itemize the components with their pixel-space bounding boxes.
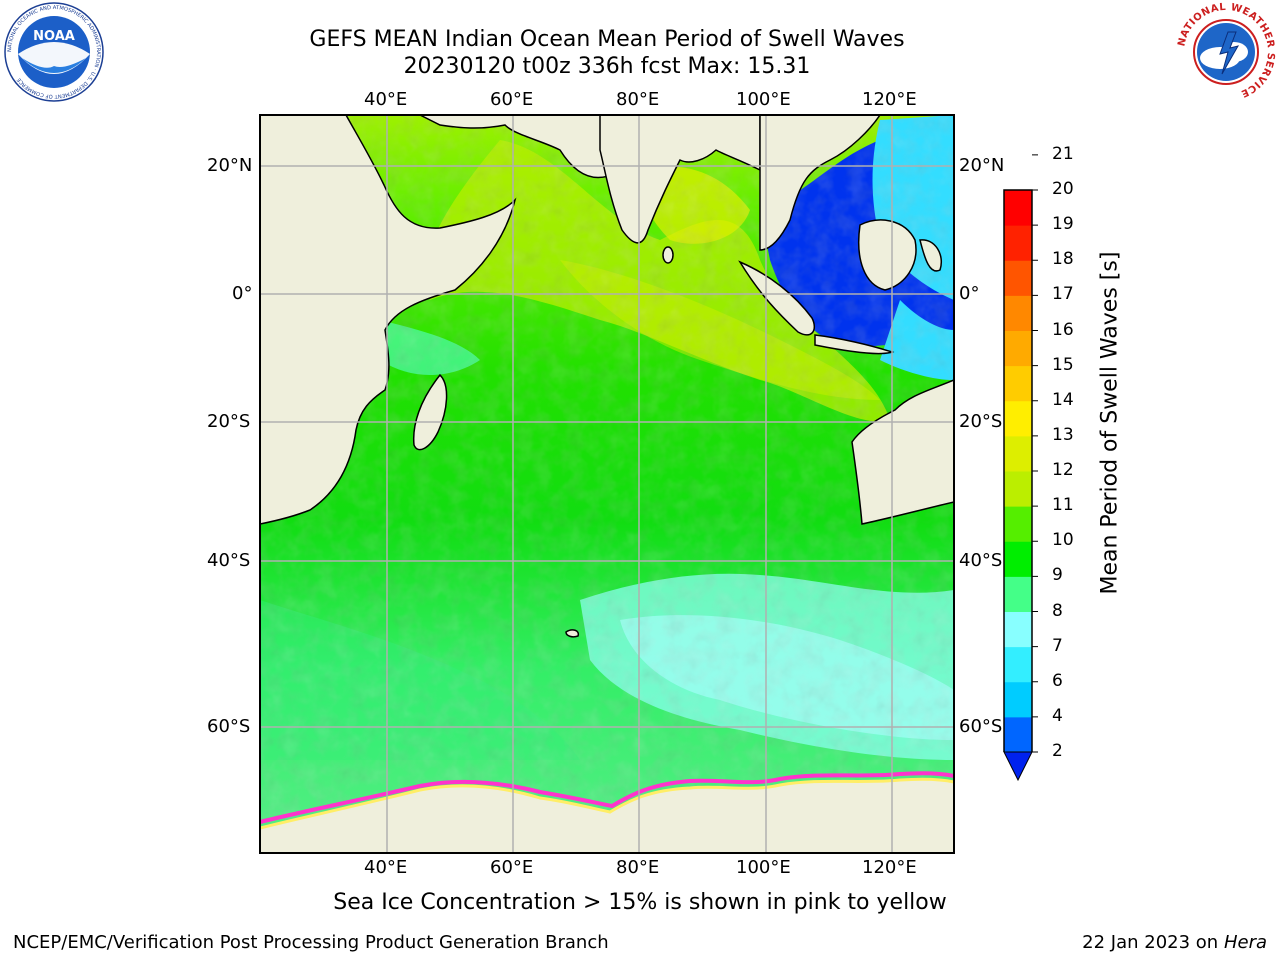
colorbar-segment <box>1004 506 1032 542</box>
lon-label-top: 120°E <box>862 89 917 110</box>
sea-ice-edge <box>260 771 954 824</box>
colorbar-tick-label: 9 <box>1052 565 1063 586</box>
colorbar-tick-label: 4 <box>1052 705 1063 726</box>
colorbar-tick-label: 12 <box>1052 460 1074 480</box>
chart-title: GEFS MEAN Indian Ocean Mean Period of Sw… <box>309 27 905 52</box>
colorbar-tick-label: 19 <box>1052 214 1074 235</box>
lat-label-right: 20°S <box>959 411 1003 432</box>
lon-label-bottom: 120°E <box>862 857 917 878</box>
colorbar-segment <box>1004 611 1032 648</box>
lat-label-left: 20°S <box>207 411 251 432</box>
noaa-logo-icon: NOAA NATIONAL OCEANIC AND ATMOSPHERIC AD… <box>4 2 104 102</box>
colorbar-tick-label: 2 <box>1052 741 1063 761</box>
colorbar-tick-label: 11 <box>1052 495 1074 516</box>
colorbar <box>1003 154 1038 782</box>
lat-label-right: 40°S <box>959 550 1003 571</box>
sumatra-landmass <box>738 260 816 336</box>
lon-label-bottom: 100°E <box>736 857 791 878</box>
colorbar-segment <box>1004 295 1032 331</box>
noaa-logo-text: NOAA <box>33 29 75 44</box>
sea-ice-note: Sea Ice Concentration > 15% is shown in … <box>333 890 947 915</box>
lat-label-right: 20°N <box>959 155 1005 176</box>
colorbar-segment <box>1004 190 1032 226</box>
lat-label-left: 0° <box>232 283 253 304</box>
footer-host: Hera <box>1223 932 1267 953</box>
colorbar-segment <box>1004 365 1032 402</box>
colorbar-tick-label: 14 <box>1052 389 1074 410</box>
colorbar-tick-label: 7 <box>1052 635 1063 656</box>
colorbar-tick-label: 10 <box>1052 530 1074 551</box>
colorbar-tick-label: 8 <box>1052 600 1063 621</box>
colorbar-segment <box>1004 260 1032 296</box>
footer-date-text: 22 Jan 2023 on <box>1082 932 1224 953</box>
lon-label-top: 80°E <box>616 89 660 110</box>
footer-date: 22 Jan 2023 on Hera <box>1082 932 1267 953</box>
chart-subtitle: 20230120 t00z 336h fcst Max: 15.31 <box>403 54 811 79</box>
colorbar-tick-label: 21 <box>1052 143 1074 164</box>
lat-label-left: 60°S <box>207 716 251 737</box>
australia-landmass <box>851 379 954 525</box>
colorbar-segment <box>1004 576 1032 612</box>
colorbar-label: Mean Period of Swell Waves [s] <box>1097 251 1123 595</box>
lon-label-bottom: 80°E <box>616 857 660 878</box>
colorbar-tick-label: 20 <box>1052 179 1074 199</box>
lon-label-top: 40°E <box>364 89 408 110</box>
colorbar-segment <box>1004 330 1032 367</box>
lat-label-right: 0° <box>959 283 980 304</box>
madagascar-landmass <box>412 373 448 451</box>
lon-label-bottom: 40°E <box>364 857 408 878</box>
lon-label-top: 100°E <box>736 89 791 110</box>
colorbar-tick-label: 15 <box>1052 354 1074 375</box>
lat-label-left: 40°S <box>207 550 251 571</box>
southeast-asia-landmass <box>759 115 881 251</box>
colorbar-tick-label: 16 <box>1052 319 1074 340</box>
lon-label-top: 60°E <box>490 89 534 110</box>
lon-label-bottom: 60°E <box>490 857 534 878</box>
colorbar-segment <box>1004 400 1032 437</box>
india-landmass <box>599 115 761 244</box>
colorbar-segment <box>1004 541 1032 577</box>
colorbar-segment <box>1004 646 1032 683</box>
lat-label-right: 60°S <box>959 716 1003 737</box>
colorbar-tick-label: 6 <box>1052 670 1063 691</box>
colorbar-tick-label: 13 <box>1052 424 1074 445</box>
colorbar-tick-label: 18 <box>1052 249 1074 270</box>
nws-logo-icon: NATIONAL WEATHER SERVICE <box>1176 2 1276 100</box>
colorbar-segment <box>1004 471 1032 507</box>
colorbar-segment <box>1004 681 1032 718</box>
colorbar-tick-label: 17 <box>1052 284 1074 305</box>
colorbar-segment <box>1004 716 1032 753</box>
graticule <box>260 115 954 853</box>
colorbar-under-triangle <box>1003 751 1033 782</box>
colorbar-segment <box>1004 435 1032 472</box>
lat-label-left: 20°N <box>207 155 253 176</box>
colorbar-segment <box>1004 225 1032 261</box>
footer-credit: NCEP/EMC/Verification Post Processing Pr… <box>13 932 609 953</box>
